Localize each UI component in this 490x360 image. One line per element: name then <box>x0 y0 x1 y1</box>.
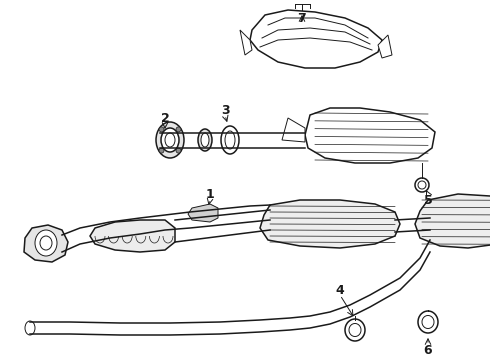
Polygon shape <box>90 220 175 252</box>
Text: 6: 6 <box>424 343 432 356</box>
Ellipse shape <box>159 127 164 132</box>
Text: 1: 1 <box>206 188 215 201</box>
Text: 7: 7 <box>297 12 306 24</box>
Polygon shape <box>378 35 392 58</box>
Polygon shape <box>24 225 68 262</box>
Ellipse shape <box>198 129 212 151</box>
Polygon shape <box>415 194 490 248</box>
Text: 2: 2 <box>161 112 170 125</box>
Polygon shape <box>240 30 252 55</box>
Ellipse shape <box>221 126 239 154</box>
Polygon shape <box>282 118 305 142</box>
Text: 3: 3 <box>220 104 229 117</box>
Text: 4: 4 <box>336 284 344 297</box>
Polygon shape <box>250 10 382 68</box>
Ellipse shape <box>35 230 57 256</box>
Ellipse shape <box>201 133 209 147</box>
Text: 5: 5 <box>424 194 432 207</box>
Ellipse shape <box>40 236 52 250</box>
Polygon shape <box>260 200 400 248</box>
Ellipse shape <box>161 128 179 152</box>
Ellipse shape <box>165 133 175 147</box>
Polygon shape <box>305 108 435 163</box>
Ellipse shape <box>159 148 164 153</box>
Ellipse shape <box>176 148 181 153</box>
Ellipse shape <box>156 122 184 158</box>
Polygon shape <box>188 204 218 222</box>
Ellipse shape <box>225 131 235 149</box>
Ellipse shape <box>176 127 181 132</box>
Ellipse shape <box>25 321 35 335</box>
